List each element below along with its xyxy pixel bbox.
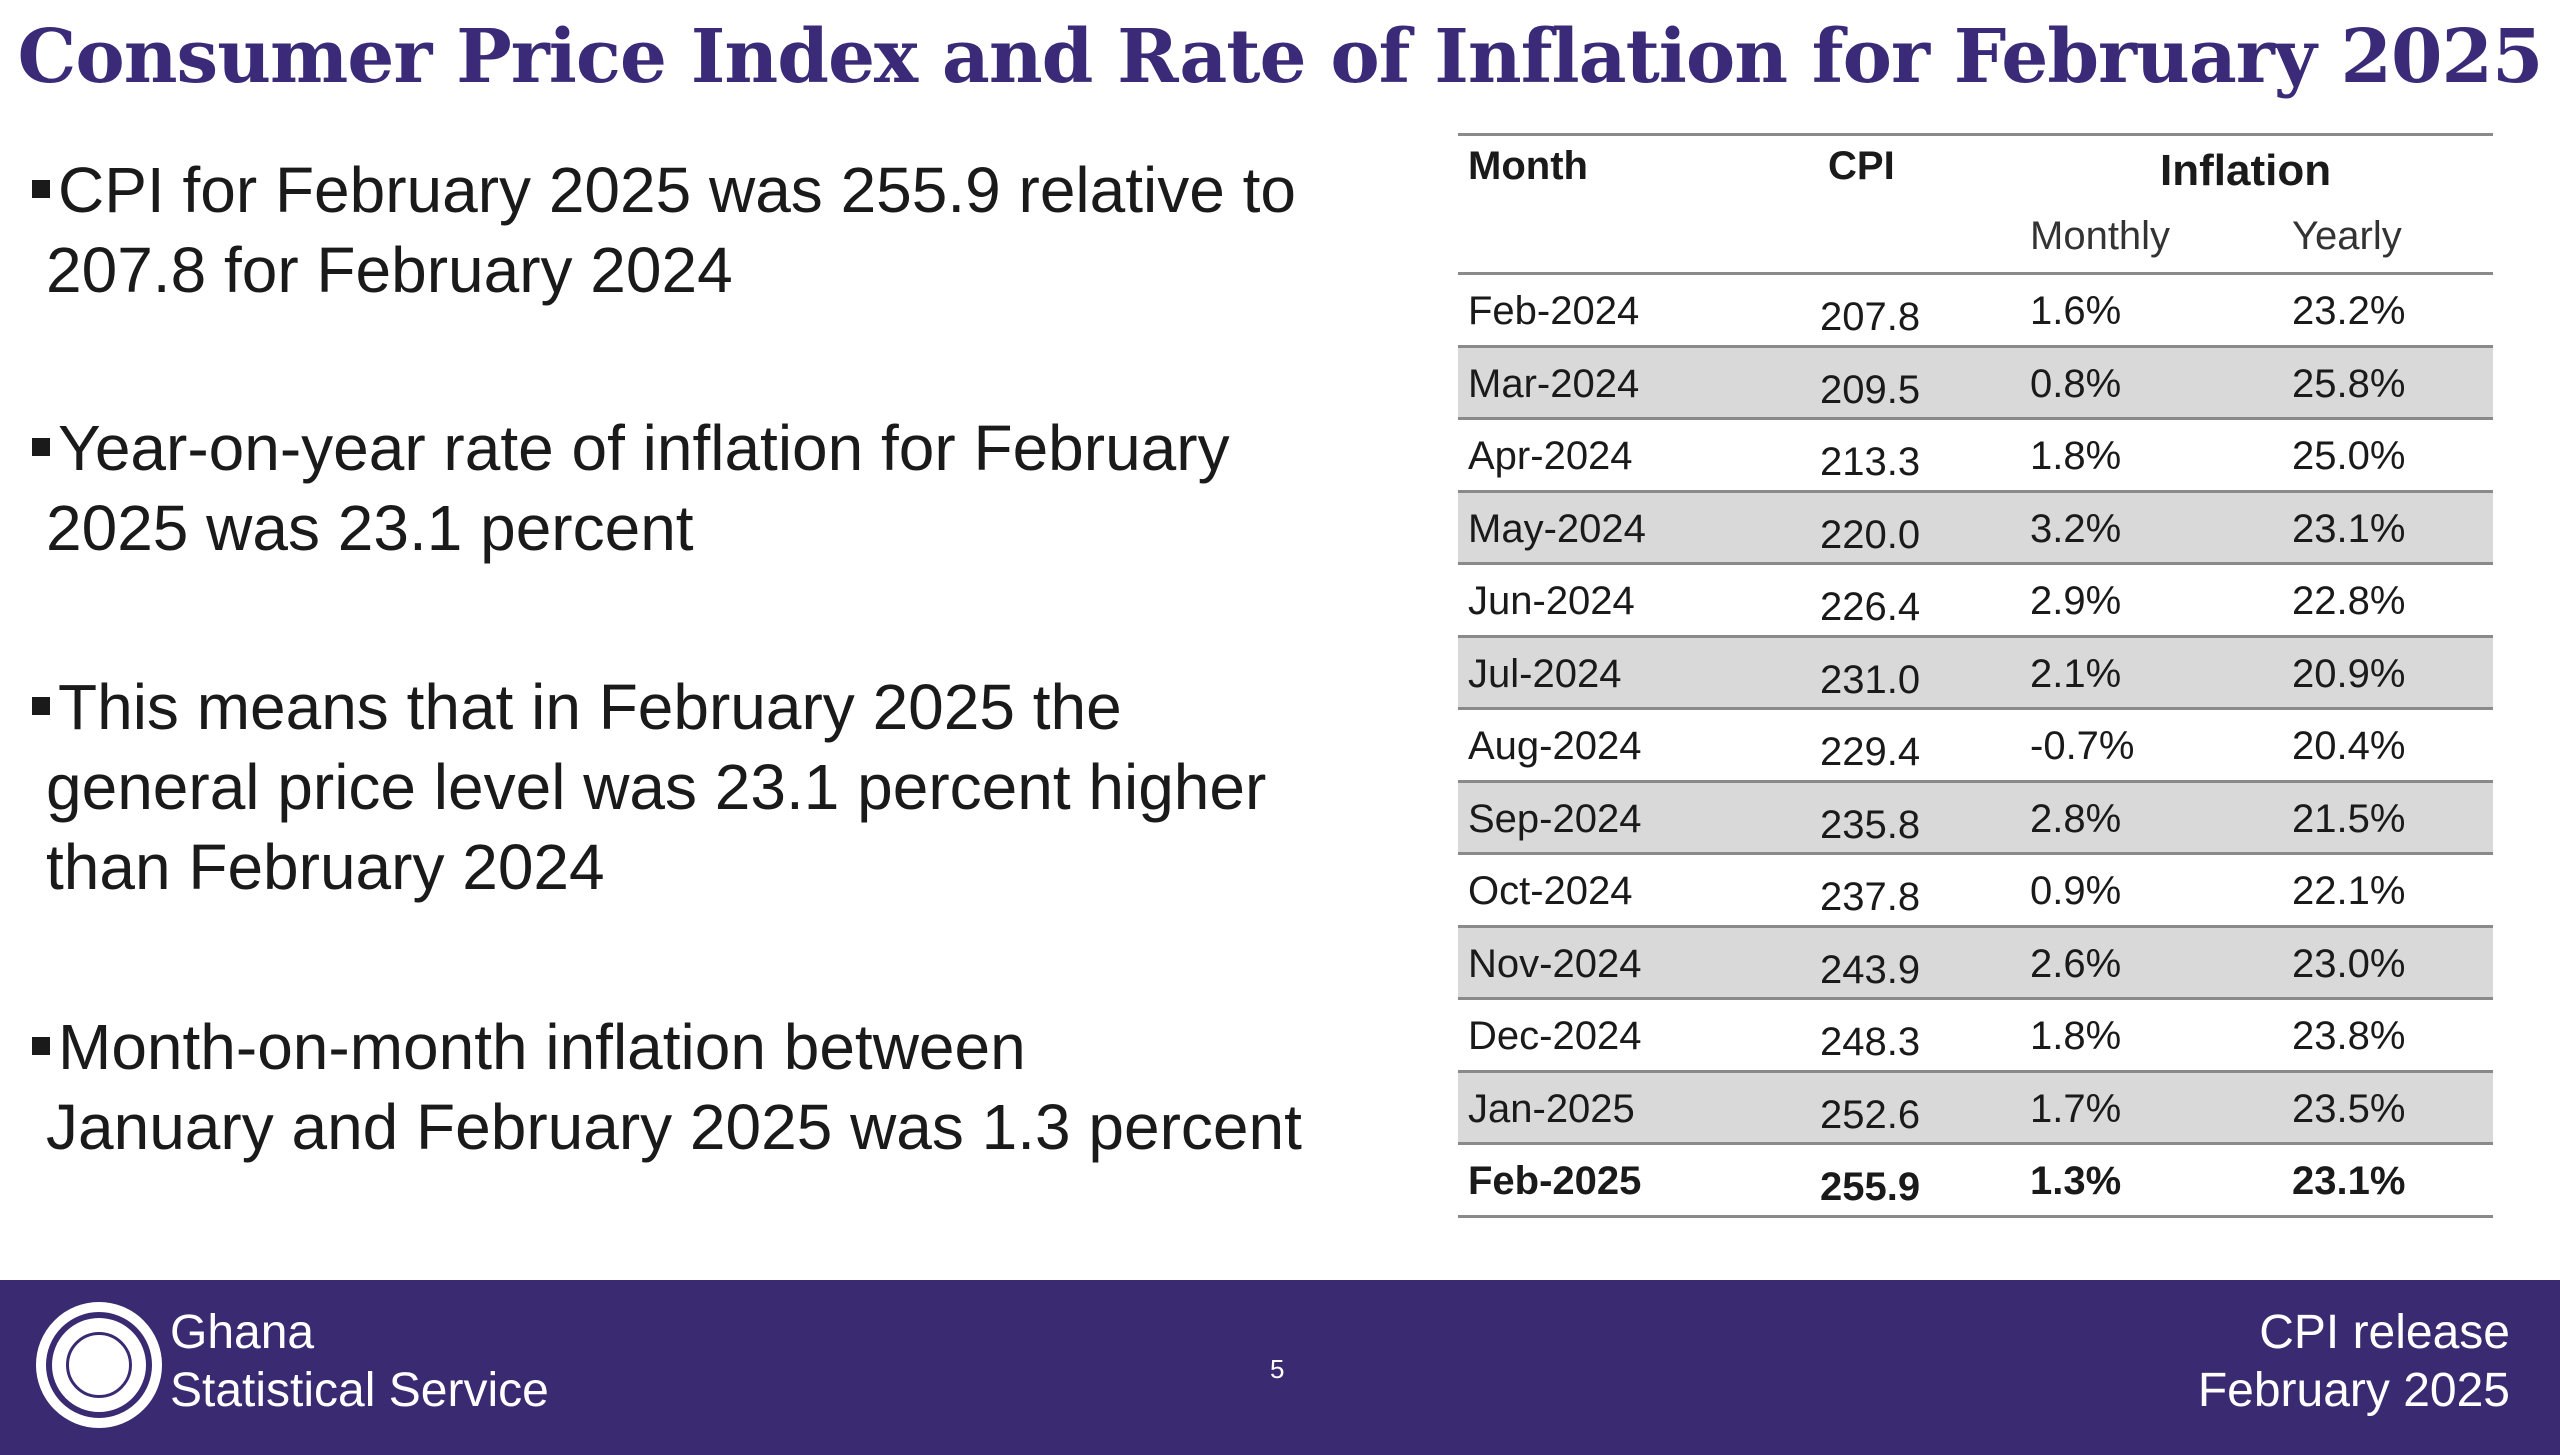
row-monthly-inflation: 2.9% [2030, 579, 2122, 623]
table-row: May-2024 220.0 3.2% 23.1% [1458, 492, 2493, 565]
row-yearly-inflation: 22.8% [2292, 579, 2406, 623]
cpi-inflation-table: Month CPI Inflation Monthly Yearly Feb-2… [1458, 133, 2493, 1218]
header-cpi: CPI [1828, 144, 1895, 188]
row-cpi: 229.4 [1820, 730, 1921, 774]
table-row: Mar-2024 209.5 0.8% 25.8% [1458, 347, 2493, 420]
bullet-item: Year-on-year rate of inflation for Febru… [30, 408, 1410, 568]
row-cpi: 248.3 [1820, 1020, 1921, 1064]
table-row: Aug-2024 229.4 -0.7% 20.4% [1458, 710, 2493, 783]
row-monthly-inflation: 3.2% [2030, 506, 2122, 551]
row-month: Dec-2024 [1468, 1014, 1642, 1058]
row-monthly-inflation: 0.9% [2030, 869, 2122, 913]
page-number: 5 [1270, 1354, 1285, 1384]
row-cpi: 235.8 [1820, 802, 1921, 847]
row-monthly-inflation: 1.6% [2030, 289, 2122, 333]
ghana-statistical-service-logo [36, 1302, 162, 1428]
row-month: May-2024 [1468, 506, 1646, 551]
header-month: Month [1468, 144, 1588, 188]
row-month: Feb-2024 [1468, 289, 1640, 333]
row-month: Oct-2024 [1468, 869, 1633, 913]
row-month: Jun-2024 [1468, 579, 1635, 623]
row-monthly-inflation: 2.1% [2030, 651, 2122, 696]
row-yearly-inflation: 22.1% [2292, 869, 2406, 913]
release-label: CPI release February 2025 [2197, 1306, 2510, 1417]
row-yearly-inflation: 23.2% [2292, 289, 2406, 333]
row-cpi: 252.6 [1820, 1092, 1921, 1137]
row-cpi: 255.9 [1820, 1165, 1921, 1209]
table-row: Jan-2025 252.6 1.7% 23.5% [1458, 1072, 2493, 1145]
row-month: Aug-2024 [1468, 724, 1642, 768]
bullet-item: Month-on-month inflation between January… [30, 1007, 1410, 1167]
table-row: Nov-2024 243.9 2.6% 23.0% [1458, 927, 2493, 1000]
row-yearly-inflation: 25.8% [2292, 361, 2406, 406]
table-row: Feb-2025 255.9 1.3% 23.1% [1458, 1145, 2493, 1218]
row-month: Nov-2024 [1468, 941, 1642, 986]
row-monthly-inflation: 1.7% [2030, 1086, 2122, 1131]
table-row: Dec-2024 248.3 1.8% 23.8% [1458, 1000, 2493, 1073]
row-yearly-inflation: 20.4% [2292, 724, 2406, 768]
row-cpi: 231.0 [1820, 657, 1921, 702]
row-month: Feb-2025 [1468, 1159, 1642, 1203]
row-cpi: 237.8 [1820, 875, 1921, 919]
table-row: Feb-2024 207.8 1.6% 23.2% [1458, 275, 2493, 348]
row-yearly-inflation: 21.5% [2292, 796, 2406, 841]
row-monthly-inflation: 2.6% [2030, 941, 2122, 986]
bullet-item: This means that in February 2025 the gen… [30, 667, 1410, 907]
row-cpi: 220.0 [1820, 512, 1921, 557]
row-yearly-inflation: 23.0% [2292, 941, 2406, 986]
row-month: Mar-2024 [1468, 361, 1640, 406]
table-header: Month CPI Inflation Monthly Yearly [1458, 133, 2493, 275]
header-inflation: Inflation [2160, 146, 2332, 195]
table-row: Jun-2024 226.4 2.9% 22.8% [1458, 565, 2493, 638]
header-monthly: Monthly [2030, 214, 2171, 258]
row-yearly-inflation: 20.9% [2292, 651, 2406, 696]
header-yearly: Yearly [2292, 214, 2402, 258]
row-cpi: 207.8 [1820, 295, 1921, 339]
row-monthly-inflation: 0.8% [2030, 361, 2122, 406]
row-yearly-inflation: 23.8% [2292, 1014, 2406, 1058]
page-title: Consumer Price Index and Rate of Inflati… [17, 14, 2543, 100]
bullet-marker [32, 180, 50, 199]
row-cpi: 226.4 [1820, 585, 1921, 629]
row-monthly-inflation: 1.3% [2030, 1159, 2122, 1203]
row-month: Apr-2024 [1468, 434, 1633, 478]
table-body: Feb-2024 207.8 1.6% 23.2% Mar-2024 209.5 0.8% 2… [1458, 275, 2493, 1218]
row-cpi: 243.9 [1820, 947, 1921, 992]
bullet-marker [32, 1037, 50, 1056]
row-monthly-inflation: 1.8% [2030, 434, 2122, 478]
row-month: Jan-2025 [1468, 1086, 1635, 1131]
table-row: Apr-2024 213.3 1.8% 25.0% [1458, 420, 2493, 493]
row-monthly-inflation: 2.8% [2030, 796, 2122, 841]
row-cpi: 213.3 [1820, 440, 1921, 484]
bullet-marker [32, 697, 50, 716]
row-monthly-inflation: 1.8% [2030, 1014, 2122, 1058]
row-yearly-inflation: 23.5% [2292, 1086, 2406, 1131]
row-yearly-inflation: 23.1% [2292, 506, 2406, 551]
organization-name: Ghana Statistical Service [170, 1306, 549, 1417]
table-row: Oct-2024 237.8 0.9% 22.1% [1458, 855, 2493, 928]
footer-bar: Ghana Statistical Service 5 CPI release … [0, 1280, 2560, 1455]
row-cpi: 209.5 [1820, 367, 1921, 412]
row-month: Sep-2024 [1468, 796, 1642, 841]
bullet-marker [32, 438, 50, 457]
bullet-item: CPI for February 2025 was 255.9 relative… [30, 150, 1410, 310]
row-monthly-inflation: -0.7% [2030, 724, 2135, 768]
table-row: Jul-2024 231.0 2.1% 20.9% [1458, 637, 2493, 710]
row-yearly-inflation: 23.1% [2292, 1159, 2406, 1203]
row-yearly-inflation: 25.0% [2292, 434, 2406, 478]
table-row: Sep-2024 235.8 2.8% 21.5% [1458, 782, 2493, 855]
row-month: Jul-2024 [1468, 651, 1622, 696]
